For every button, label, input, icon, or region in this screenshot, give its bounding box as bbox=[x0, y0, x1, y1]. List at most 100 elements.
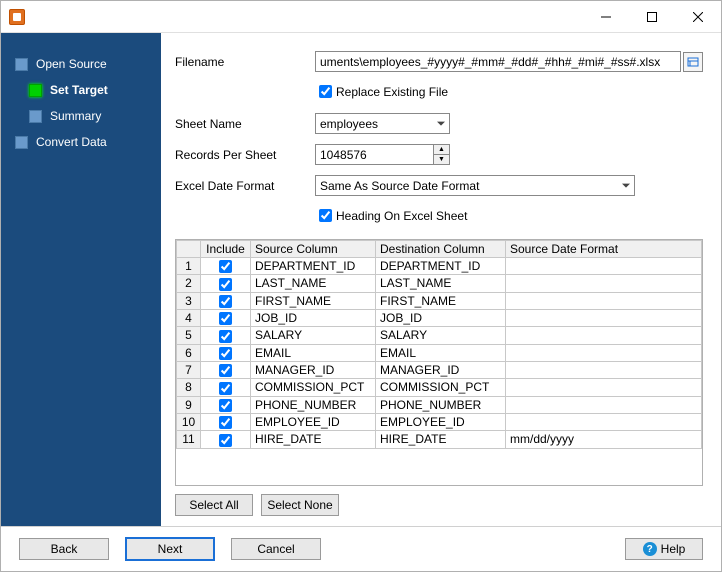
records-per-sheet-label: Records Per Sheet bbox=[175, 148, 315, 162]
destination-column-cell[interactable]: EMPLOYEE_ID bbox=[376, 413, 506, 430]
nav-item-set-target[interactable]: Set Target bbox=[1, 77, 161, 103]
help-button[interactable]: ? Help bbox=[625, 538, 703, 560]
nav-item-summary[interactable]: Summary bbox=[1, 103, 161, 129]
source-date-format-cell[interactable] bbox=[506, 413, 702, 430]
columns-table-container: Include Source Column Destination Column… bbox=[175, 239, 703, 486]
include-cell[interactable] bbox=[201, 396, 251, 413]
source-column-cell[interactable]: DEPARTMENT_ID bbox=[251, 258, 376, 275]
nav-item-convert-data[interactable]: Convert Data bbox=[1, 129, 161, 155]
select-none-button[interactable]: Select None bbox=[261, 494, 339, 516]
table-row[interactable]: 3FIRST_NAMEFIRST_NAME bbox=[177, 292, 702, 309]
table-row[interactable]: 4JOB_IDJOB_ID bbox=[177, 309, 702, 326]
include-cell[interactable] bbox=[201, 292, 251, 309]
source-column-cell[interactable]: COMMISSION_PCT bbox=[251, 379, 376, 396]
back-button[interactable]: Back bbox=[19, 538, 109, 560]
spinner-up-icon[interactable]: ▲ bbox=[434, 145, 449, 155]
columns-table: Include Source Column Destination Column… bbox=[176, 240, 702, 449]
table-row[interactable]: 10EMPLOYEE_IDEMPLOYEE_ID bbox=[177, 413, 702, 430]
source-column-cell[interactable]: FIRST_NAME bbox=[251, 292, 376, 309]
destination-column-cell[interactable]: LAST_NAME bbox=[376, 275, 506, 292]
help-label: Help bbox=[661, 542, 686, 556]
header-include[interactable]: Include bbox=[201, 241, 251, 258]
table-row[interactable]: 9PHONE_NUMBERPHONE_NUMBER bbox=[177, 396, 702, 413]
minimize-button[interactable] bbox=[583, 1, 629, 33]
include-cell[interactable] bbox=[201, 431, 251, 448]
include-checkbox[interactable] bbox=[219, 434, 232, 447]
destination-column-cell[interactable]: JOB_ID bbox=[376, 309, 506, 326]
header-source-date-format[interactable]: Source Date Format bbox=[506, 241, 702, 258]
header-destination-column[interactable]: Destination Column bbox=[376, 241, 506, 258]
include-cell[interactable] bbox=[201, 309, 251, 326]
include-checkbox[interactable] bbox=[219, 347, 232, 360]
records-per-sheet-input[interactable] bbox=[316, 145, 433, 164]
destination-column-cell[interactable]: COMMISSION_PCT bbox=[376, 379, 506, 396]
include-cell[interactable] bbox=[201, 361, 251, 378]
include-checkbox[interactable] bbox=[219, 330, 232, 343]
close-button[interactable] bbox=[675, 1, 721, 33]
table-row[interactable]: 7MANAGER_IDMANAGER_ID bbox=[177, 361, 702, 378]
include-checkbox[interactable] bbox=[219, 399, 232, 412]
destination-column-cell[interactable]: PHONE_NUMBER bbox=[376, 396, 506, 413]
table-row[interactable]: 5SALARYSALARY bbox=[177, 327, 702, 344]
table-row[interactable]: 8COMMISSION_PCTCOMMISSION_PCT bbox=[177, 379, 702, 396]
source-column-cell[interactable]: EMAIL bbox=[251, 344, 376, 361]
destination-column-cell[interactable]: HIRE_DATE bbox=[376, 431, 506, 448]
include-checkbox[interactable] bbox=[219, 364, 232, 377]
nav-item-open-source[interactable]: Open Source bbox=[1, 51, 161, 77]
include-cell[interactable] bbox=[201, 327, 251, 344]
source-date-format-cell[interactable] bbox=[506, 344, 702, 361]
destination-column-cell[interactable]: MANAGER_ID bbox=[376, 361, 506, 378]
table-row[interactable]: 6 EMAILEMAIL bbox=[177, 344, 702, 361]
include-cell[interactable] bbox=[201, 275, 251, 292]
sheet-name-select[interactable]: employees bbox=[315, 113, 450, 134]
source-date-format-cell[interactable] bbox=[506, 309, 702, 326]
table-row[interactable]: 1DEPARTMENT_IDDEPARTMENT_ID bbox=[177, 258, 702, 275]
filename-input[interactable] bbox=[315, 51, 681, 72]
source-column-cell[interactable]: MANAGER_ID bbox=[251, 361, 376, 378]
next-button[interactable]: Next bbox=[125, 537, 215, 561]
wizard-window: Open SourceSet TargetSummaryConvert Data… bbox=[0, 0, 722, 572]
source-date-format-cell[interactable] bbox=[506, 361, 702, 378]
source-column-cell[interactable]: EMPLOYEE_ID bbox=[251, 413, 376, 430]
records-per-sheet-spinner[interactable]: ▲ ▼ bbox=[315, 144, 450, 165]
source-column-cell[interactable]: HIRE_DATE bbox=[251, 431, 376, 448]
spinner-down-icon[interactable]: ▼ bbox=[434, 155, 449, 164]
include-checkbox[interactable] bbox=[219, 295, 232, 308]
include-checkbox[interactable] bbox=[219, 382, 232, 395]
include-cell[interactable] bbox=[201, 413, 251, 430]
source-date-format-cell[interactable] bbox=[506, 327, 702, 344]
row-number: 6 bbox=[177, 344, 201, 361]
replace-existing-label: Replace Existing File bbox=[336, 85, 448, 99]
excel-date-format-select[interactable]: Same As Source Date Format bbox=[315, 175, 635, 196]
source-column-cell[interactable]: PHONE_NUMBER bbox=[251, 396, 376, 413]
source-date-format-cell[interactable] bbox=[506, 275, 702, 292]
replace-existing-checkbox[interactable] bbox=[319, 85, 332, 98]
destination-column-cell[interactable]: EMAIL bbox=[376, 344, 506, 361]
table-row[interactable]: 11HIRE_DATEHIRE_DATEmm/dd/yyyy bbox=[177, 431, 702, 448]
source-column-cell[interactable]: SALARY bbox=[251, 327, 376, 344]
source-date-format-cell[interactable] bbox=[506, 379, 702, 396]
include-checkbox[interactable] bbox=[219, 416, 232, 429]
include-cell[interactable] bbox=[201, 258, 251, 275]
browse-button[interactable] bbox=[683, 52, 703, 72]
include-checkbox[interactable] bbox=[219, 260, 232, 273]
source-date-format-cell[interactable] bbox=[506, 292, 702, 309]
header-source-column[interactable]: Source Column bbox=[251, 241, 376, 258]
source-date-format-cell[interactable] bbox=[506, 396, 702, 413]
destination-column-cell[interactable]: DEPARTMENT_ID bbox=[376, 258, 506, 275]
include-cell[interactable] bbox=[201, 344, 251, 361]
include-checkbox[interactable] bbox=[219, 278, 232, 291]
heading-on-sheet-checkbox[interactable] bbox=[319, 209, 332, 222]
source-column-cell[interactable]: JOB_ID bbox=[251, 309, 376, 326]
source-date-format-cell[interactable] bbox=[506, 258, 702, 275]
include-cell[interactable] bbox=[201, 379, 251, 396]
source-date-format-cell[interactable]: mm/dd/yyyy bbox=[506, 431, 702, 448]
destination-column-cell[interactable]: FIRST_NAME bbox=[376, 292, 506, 309]
maximize-button[interactable] bbox=[629, 1, 675, 33]
source-column-cell[interactable]: LAST_NAME bbox=[251, 275, 376, 292]
select-all-button[interactable]: Select All bbox=[175, 494, 253, 516]
cancel-button[interactable]: Cancel bbox=[231, 538, 321, 560]
include-checkbox[interactable] bbox=[219, 312, 232, 325]
destination-column-cell[interactable]: SALARY bbox=[376, 327, 506, 344]
table-row[interactable]: 2LAST_NAMELAST_NAME bbox=[177, 275, 702, 292]
